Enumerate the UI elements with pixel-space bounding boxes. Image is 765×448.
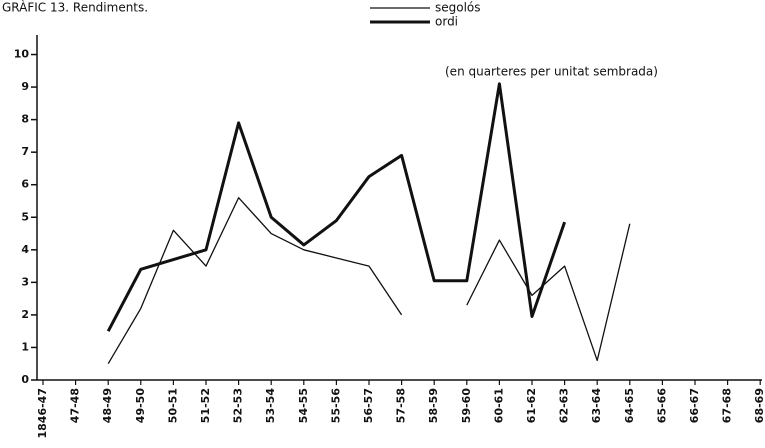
y-tick-label: 4 (21, 243, 29, 256)
y-tick-label: 8 (21, 113, 29, 126)
y-tick-label: 10 (14, 48, 30, 61)
x-tick-label: 51-52 (199, 388, 212, 423)
series-line (466, 223, 631, 362)
x-tick-label: 63-64 (590, 388, 603, 424)
y-tick-label: 1 (21, 340, 29, 353)
y-tick-label: 7 (21, 145, 29, 158)
y-tick-label: 5 (21, 210, 29, 223)
x-tick-label: 55-56 (329, 388, 342, 424)
x-tick-label: 64-65 (623, 388, 636, 423)
y-tick-label: 2 (21, 308, 29, 321)
y-tick-label: 9 (21, 80, 29, 93)
series-line (106, 82, 567, 332)
x-tick-label: 68-69 (753, 388, 765, 423)
x-tick-label: 50-51 (166, 388, 179, 423)
x-tick-label: 62-63 (558, 388, 571, 423)
x-tick-label: 48-49 (101, 388, 114, 423)
x-tick-label: 1846-47 (36, 388, 49, 439)
chart-title: GRÀFIC 13. Rendiments. (2, 0, 148, 15)
x-tick-label: 57-58 (395, 388, 408, 423)
y-tick-label: 6 (21, 178, 29, 191)
x-tick-label: 59-60 (460, 388, 473, 424)
y-tick-label: 0 (21, 373, 29, 386)
x-tick-label: 65-66 (655, 388, 668, 424)
x-tick-label: 53-54 (264, 388, 277, 424)
x-tick-label: 52-53 (232, 388, 245, 423)
series-line (107, 197, 403, 365)
x-tick-label: 67-68 (721, 388, 734, 423)
legend-label: segolós (435, 1, 481, 15)
annotation: (en quarteres per unitat sembrada) (445, 65, 658, 79)
legend-label: ordi (435, 15, 458, 29)
y-tick-label: 3 (21, 275, 29, 288)
x-tick-label: 56-57 (362, 388, 375, 423)
x-tick-label: 58-59 (427, 388, 440, 423)
x-tick-label: 66-67 (688, 388, 701, 423)
x-tick-label: 54-55 (297, 388, 310, 423)
x-tick-label: 49-50 (134, 388, 147, 424)
x-tick-label: 61-62 (525, 388, 538, 423)
x-tick-label: 47-48 (69, 388, 82, 423)
x-tick-label: 60-61 (492, 388, 505, 423)
